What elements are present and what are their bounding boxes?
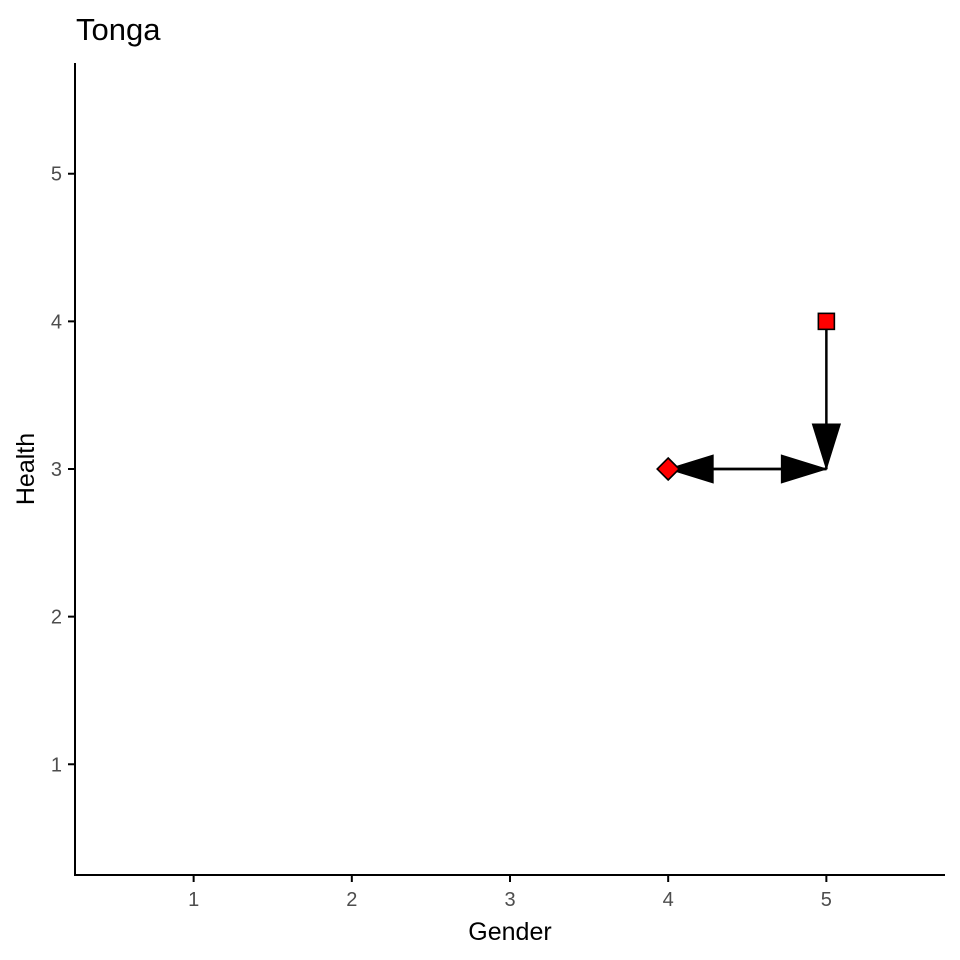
y-axis-ticks: 1 2 3 4 5: [51, 164, 75, 776]
y-tick-label: 4: [51, 311, 62, 333]
y-tick-label: 5: [51, 164, 62, 186]
arrow: [666, 454, 827, 484]
x-tick-label: 2: [346, 889, 357, 911]
x-tick-label: 5: [821, 889, 832, 911]
arrowhead: [666, 454, 714, 484]
x-tick-label: 3: [504, 889, 515, 911]
y-axis-title: Health: [12, 433, 40, 505]
point-diamond: [656, 456, 681, 482]
point-square: [817, 312, 836, 331]
x-tick-label: 4: [663, 889, 674, 911]
chart-title: Tonga: [76, 12, 161, 47]
x-axis-ticks: 1 2 3 4 5: [188, 875, 832, 911]
plot-area: [656, 312, 842, 484]
arrow: [811, 321, 842, 471]
y-tick-label: 2: [51, 607, 62, 629]
arrowhead: [811, 423, 842, 471]
y-tick-label: 3: [51, 459, 62, 481]
x-axis-title: Gender: [468, 918, 551, 946]
y-tick-label: 1: [51, 754, 62, 776]
x-tick-label: 1: [188, 889, 199, 911]
